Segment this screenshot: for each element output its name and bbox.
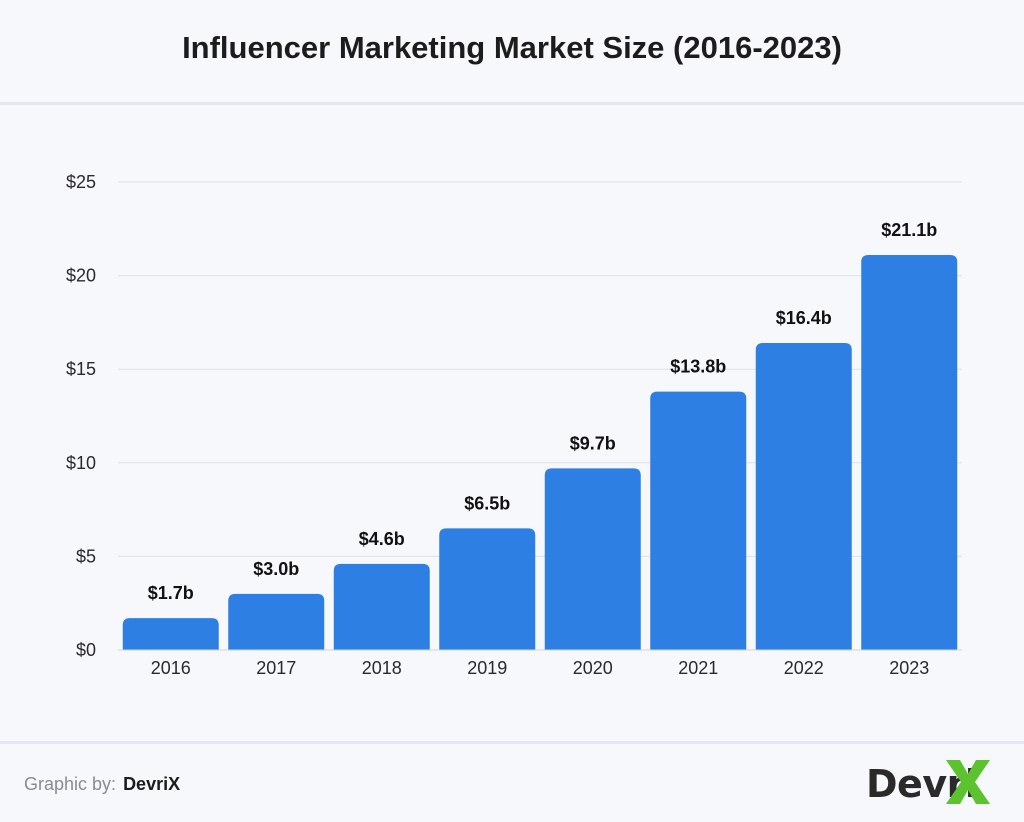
x-tick-label: 2018	[362, 658, 402, 678]
credit-label: Graphic by:	[24, 774, 117, 794]
x-tick-label: 2022	[784, 658, 824, 678]
x-mark-icon	[946, 760, 990, 804]
x-tick-label: 2020	[573, 658, 613, 678]
y-tick-label: $5	[76, 546, 96, 566]
bar	[122, 618, 219, 650]
devrix-logo: Devri	[864, 754, 1004, 810]
x-tick-label: 2021	[678, 658, 718, 678]
bar	[755, 342, 852, 650]
bar	[650, 391, 747, 650]
y-tick-label: $0	[76, 640, 96, 660]
chart-title: Influencer Marketing Market Size (2016-2…	[182, 30, 842, 65]
data-label: $9.7b	[570, 433, 616, 453]
bottom-divider	[0, 741, 1024, 744]
y-tick-label: $15	[66, 359, 96, 379]
data-label: $3.0b	[253, 559, 299, 579]
credit-brand: DevriX	[123, 774, 181, 794]
top-divider	[0, 102, 1024, 105]
data-label: $4.6b	[359, 529, 405, 549]
bar-chart: $0 $5 $10 $15 $20 $25 $1.7b 2016 $3.0b 2017 $4.6b 2…	[66, 172, 962, 678]
x-tick-label: 2019	[467, 658, 507, 678]
bar	[544, 468, 641, 650]
y-tick-label: $20	[66, 266, 96, 286]
data-label: $1.7b	[148, 583, 194, 603]
data-label: $16.4b	[776, 308, 832, 328]
footer-credit: Graphic by: DevriX	[24, 774, 180, 795]
y-tick-label: $25	[66, 172, 96, 192]
data-label: $6.5b	[464, 493, 510, 513]
x-tick-label: 2023	[889, 658, 929, 678]
x-tick-label: 2016	[151, 658, 191, 678]
bar	[861, 255, 958, 650]
bar	[439, 528, 536, 650]
bar	[333, 563, 430, 650]
data-label: $21.1b	[881, 220, 937, 240]
bar	[228, 593, 325, 650]
x-tick-label: 2017	[256, 658, 296, 678]
y-tick-label: $10	[66, 453, 96, 473]
data-label: $13.8b	[670, 357, 726, 377]
